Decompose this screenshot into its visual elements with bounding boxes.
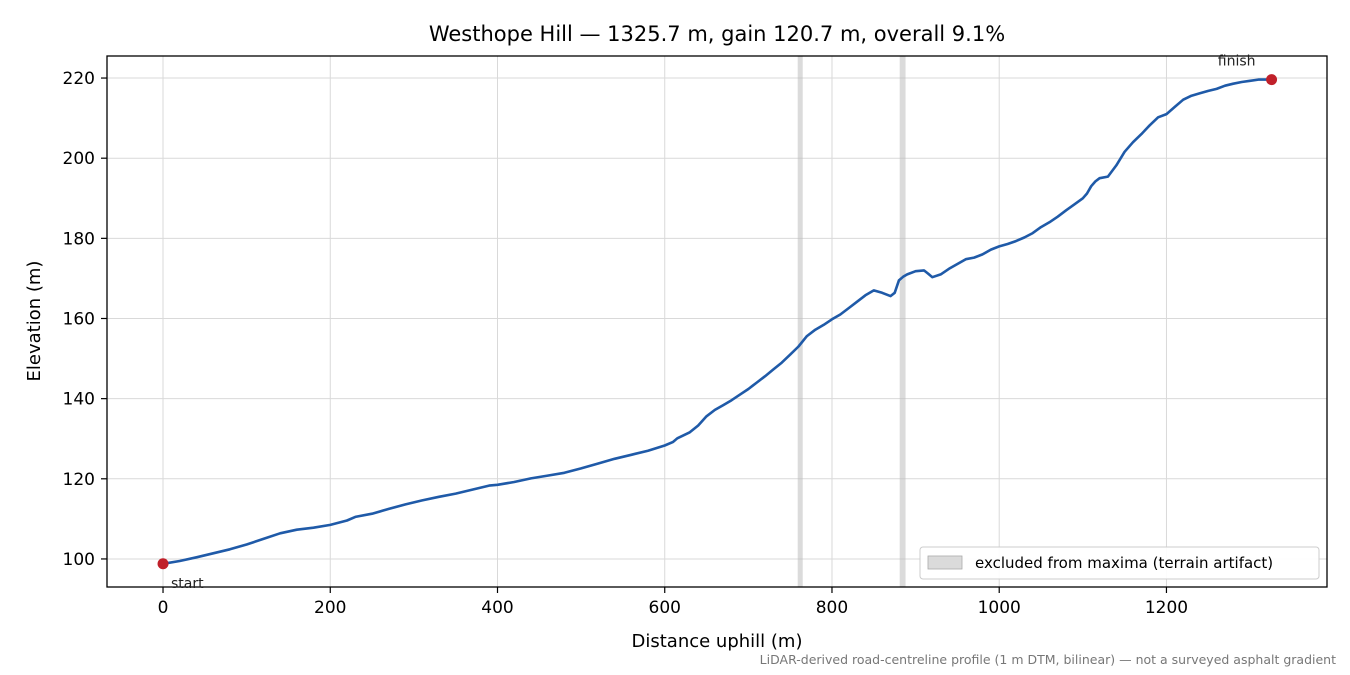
y-tick-label: 200 xyxy=(63,149,95,169)
excluded-band xyxy=(797,56,803,587)
finish-label: finish xyxy=(1218,54,1256,70)
y-axis-ticks: 100 120 140 160 180 200 220 xyxy=(63,69,107,570)
y-tick-label: 160 xyxy=(63,309,95,329)
elevation-profile-line xyxy=(161,78,1273,566)
excluded-bands xyxy=(797,56,906,587)
legend-label-excluded: excluded from maxima (terrain artifact) xyxy=(975,554,1273,572)
x-tick-label: 200 xyxy=(314,598,346,618)
y-axis-title: Elevation (m) xyxy=(24,261,45,382)
x-tick-label: 1000 xyxy=(978,598,1021,618)
start-label: start xyxy=(171,576,204,592)
y-tick-label: 120 xyxy=(63,470,95,490)
x-tick-label: 600 xyxy=(649,598,681,618)
y-tick-label: 100 xyxy=(63,550,95,570)
x-axis-title: Distance uphill (m) xyxy=(632,631,803,652)
chart-title: Westhope Hill — 1325.7 m, gain 120.7 m, … xyxy=(429,22,1005,46)
start-marker xyxy=(157,558,169,570)
legend: excluded from maxima (terrain artifact) xyxy=(919,546,1320,580)
x-tick-label: 1200 xyxy=(1145,598,1188,618)
x-tick-label: 0 xyxy=(158,598,169,618)
legend-swatch-excluded xyxy=(927,555,963,570)
grid xyxy=(107,56,1327,587)
x-tick-label: 400 xyxy=(481,598,513,618)
legend-box xyxy=(919,546,1320,580)
y-tick-label: 220 xyxy=(63,69,95,89)
y-tick-label: 140 xyxy=(63,390,95,410)
excluded-band xyxy=(899,56,906,587)
footnote: LiDAR-derived road-centreline profile (1… xyxy=(760,652,1336,667)
plot-area-frame xyxy=(106,55,1328,588)
finish-marker xyxy=(1266,74,1278,86)
x-tick-label: 800 xyxy=(816,598,848,618)
y-tick-label: 180 xyxy=(63,229,95,249)
x-axis-ticks: 0 200 400 600 800 1000 1200 xyxy=(158,587,1188,618)
